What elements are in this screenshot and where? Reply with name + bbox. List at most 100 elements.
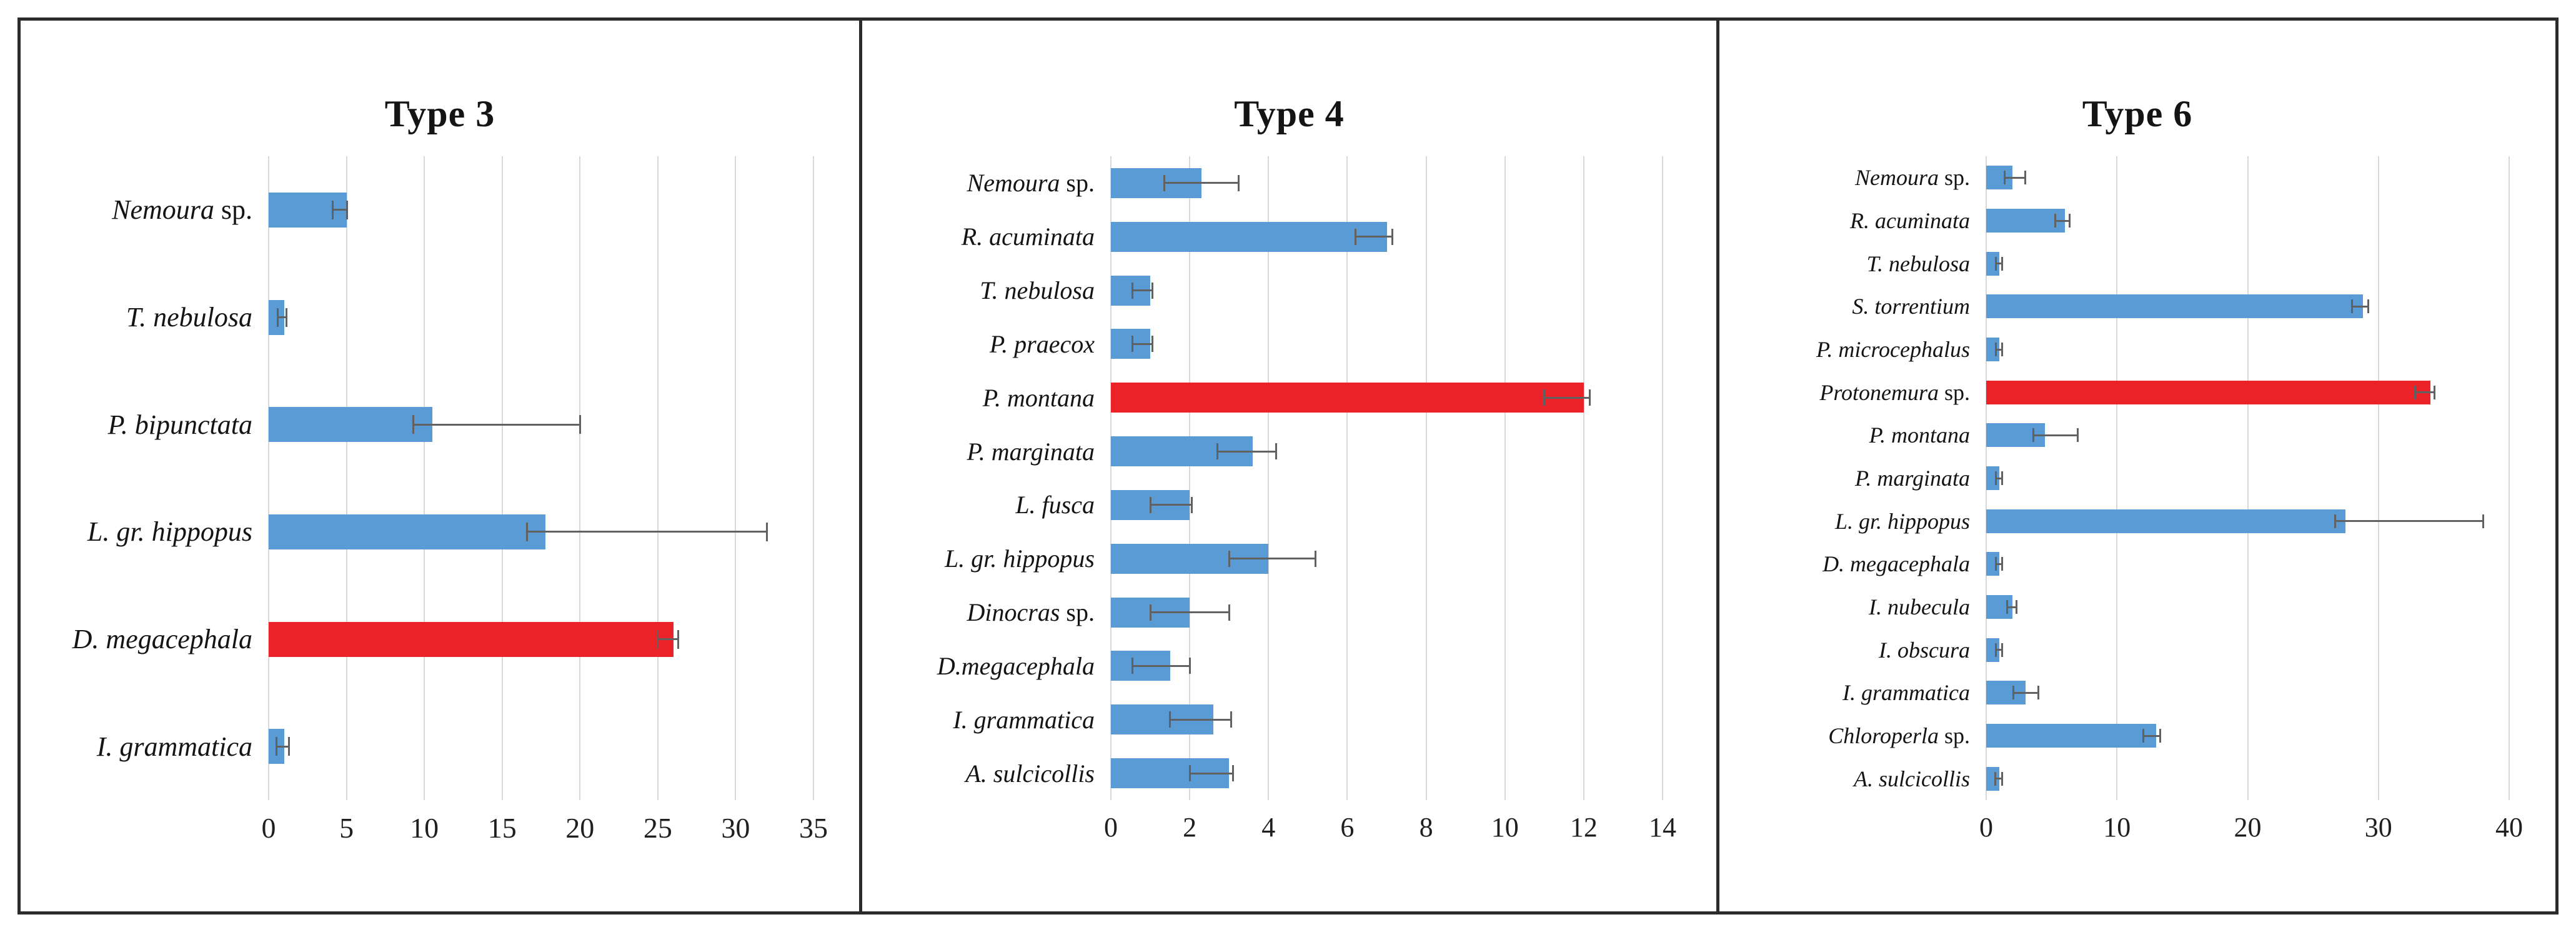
plot-area: 0 2 4 6 8 10 12 14 Nemoura sp. R. acuminata T. neb…: [862, 18, 1716, 914]
error-bar-cap: [2006, 600, 2008, 614]
gridline: [501, 156, 503, 800]
error-bar-cap: [1188, 658, 1191, 674]
category-label: L. fusca: [1015, 491, 1095, 519]
gridline: [1662, 156, 1663, 800]
error-bar-cap: [346, 200, 349, 219]
error-bar-cap: [2054, 214, 2057, 228]
error-bar-cap: [1995, 256, 1997, 271]
error-bar: [2143, 734, 2161, 737]
error-bar-cap: [1216, 443, 1218, 460]
error-bar-cap: [2003, 171, 2006, 185]
error-bar-cap: [2012, 686, 2015, 700]
category-label: Protonemura sp.: [1819, 379, 1970, 405]
bar: [1986, 509, 2346, 533]
category-label: T. nebulosa: [126, 301, 252, 333]
chart-panel-type4: Type 4 0 2 4 6 8 10 12 14 Nemoura sp. R. acuminat…: [862, 18, 1716, 914]
error-bar: [1132, 289, 1153, 292]
error-bar: [527, 531, 767, 533]
error-bar-cap: [1994, 771, 1997, 786]
category-label: Dinocras sp.: [967, 598, 1095, 627]
x-tick-label: 12: [1569, 812, 1598, 843]
error-bar-cap: [1190, 496, 1193, 513]
error-bar-cap: [2001, 256, 2003, 271]
category-label: P. montana: [1869, 423, 1970, 448]
gridline: [579, 156, 581, 800]
error-bar-cap: [1149, 496, 1151, 513]
category-label: I. grammatica: [96, 731, 252, 762]
error-bar-cap: [677, 629, 679, 649]
error-bar-cap: [1232, 765, 1235, 782]
error-bar-cap: [1391, 228, 1394, 245]
category-label: T. nebulosa: [980, 276, 1095, 305]
category-label: P. montana: [982, 383, 1095, 412]
error-bar: [1996, 263, 2002, 265]
bar: [1111, 221, 1387, 252]
gridline: [1504, 156, 1506, 800]
x-tick-label: 25: [643, 812, 672, 844]
error-bar-cap: [2159, 729, 2161, 743]
error-bar-cap: [1228, 550, 1230, 567]
category-label: P. marginata: [967, 437, 1095, 466]
category-label: P. microcephalus: [1816, 336, 1970, 362]
error-bar-cap: [412, 415, 415, 434]
chart-title: Type 6: [2082, 93, 2193, 134]
error-bar: [2013, 691, 2039, 694]
x-tick-label: 10: [410, 812, 439, 844]
category-label: D. megacephala: [72, 623, 252, 654]
gridline: [735, 156, 737, 800]
error-bar-cap: [1995, 557, 1997, 571]
x-tick-label: 10: [1491, 812, 1519, 843]
chart-panel-type3: Type 3 0 5 10 15 20 25 30 35 Nemoura sp. T. nebul…: [21, 18, 859, 914]
error-bar: [1132, 343, 1153, 345]
error-bar: [1132, 664, 1190, 667]
error-bar: [276, 745, 289, 748]
category-label: T. nebulosa: [1866, 251, 1970, 276]
gridline: [2247, 156, 2249, 800]
x-tick-label: 8: [1419, 812, 1433, 843]
gridline: [346, 156, 347, 800]
error-bar: [2055, 219, 2070, 222]
error-bar-cap: [2001, 643, 2003, 657]
error-bar-cap: [1131, 336, 1134, 353]
gridline: [1346, 156, 1348, 800]
category-label: P. bipunctata: [107, 409, 252, 440]
category-label: D.megacephala: [937, 651, 1095, 680]
plot-area: 0 10 20 30 40 Nemoura sp. R. acuminata T. nebul…: [1719, 18, 2555, 914]
error-bar-cap: [1275, 443, 1278, 460]
error-bar-cap: [277, 308, 279, 327]
x-tick-label: 40: [2495, 812, 2523, 843]
error-bar-cap: [1131, 282, 1134, 299]
error-bar: [1170, 718, 1231, 721]
x-tick-label: 20: [2234, 812, 2262, 843]
error-bar: [2335, 520, 2484, 523]
x-tick-label: 15: [487, 812, 517, 844]
error-bar: [1164, 182, 1239, 184]
error-bar: [1217, 450, 1276, 453]
error-bar: [2004, 176, 2026, 179]
gridline: [2116, 156, 2118, 800]
bar: [1986, 209, 2065, 233]
category-label: L. gr. hippopus: [87, 516, 252, 548]
bar-highlight: [1986, 380, 2431, 404]
error-bar-cap: [2037, 686, 2040, 700]
error-bar-cap: [1995, 643, 1997, 657]
category-label: P. marginata: [1854, 465, 1970, 491]
category-label: L. gr. hippopus: [944, 544, 1095, 573]
error-bar: [1150, 611, 1230, 614]
x-tick-label: 30: [721, 812, 750, 844]
category-label: D. megacephala: [1823, 551, 1970, 577]
x-tick-label: 20: [565, 812, 595, 844]
error-bar-cap: [1151, 282, 1153, 299]
gridline: [1425, 156, 1427, 800]
error-bar: [2352, 305, 2368, 308]
category-label: P. praecox: [989, 329, 1095, 358]
category-label: Nemoura sp.: [112, 194, 252, 226]
chart-panel-type6: Type 6 0 10 20 30 40 Nemoura sp. R. acuminata T…: [1719, 18, 2555, 914]
error-bar-cap: [765, 522, 768, 541]
chart-title: Type 3: [384, 93, 495, 134]
error-bar-cap: [1354, 228, 1356, 245]
error-bar-cap: [2069, 214, 2071, 228]
error-bar-cap: [2351, 299, 2354, 314]
error-bar: [1355, 236, 1393, 238]
